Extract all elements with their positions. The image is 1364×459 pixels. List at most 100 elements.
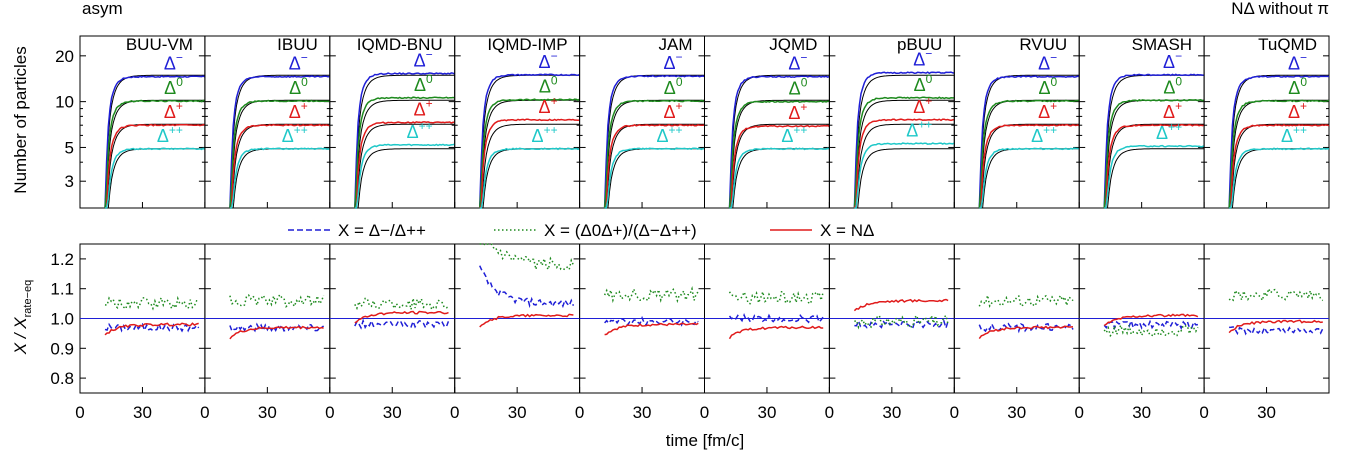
ratio-curve [354,296,449,312]
species-label: Δ− [539,49,558,72]
species-label-sup: ++ [1168,120,1182,134]
rate-eq-curve [1229,148,1329,209]
legend-label: X = NΔ [820,221,874,240]
ratio-curve [104,295,199,311]
ratio-curve [604,315,699,327]
species-label-sup: + [925,94,932,108]
rate-eq-curve [1104,123,1205,209]
ratio-curve [854,319,949,331]
bottom-y-label-sub: rate−eq [22,280,34,318]
ratio-curve [853,298,949,312]
legend-label: X = (Δ0Δ+)/(Δ−Δ++) [544,221,697,240]
model-curve [603,99,705,209]
bottom-x-tick-label: 30 [1132,403,1151,422]
bottom-x-tick-label: 0 [325,403,334,422]
species-label-sup: + [1175,99,1182,113]
species-label-sup: ++ [544,123,558,137]
model-title: JQMD [769,35,817,54]
model-title: SMASH [1132,35,1192,54]
species-label: Δ0 [414,72,433,95]
model-curve [1229,147,1330,209]
rate-eq-curve [604,74,705,209]
species-label-sup: − [800,51,807,65]
species-label-sup: − [551,49,558,63]
model-curve [978,99,1080,209]
model-curve [354,96,455,209]
model-curve [229,147,330,209]
bottom-x-tick-label: 30 [1007,403,1026,422]
model-curve [105,123,205,209]
model-curve [1103,73,1205,209]
ratio-curve [104,322,199,336]
bottom-x-tick-label: 0 [75,403,84,422]
species-label: Δ− [414,48,433,71]
ratio-curve [1103,323,1199,338]
species-label: Δ++ [407,119,433,142]
rate-eq-curve [978,99,1080,209]
bottom-y-label-main: X / X [11,317,30,356]
ratio-curve [1229,325,1324,336]
ratio-curve [978,293,1074,308]
rate-eq-curve [229,148,330,209]
rate-eq-curve [229,74,330,209]
model-curve [729,147,830,209]
bottom-x-tick-label: 30 [1257,403,1276,422]
ratio-curve [354,318,450,330]
rate-eq-curve [229,99,330,209]
top-y-tick-label: 10 [55,93,74,112]
ratio-curve [479,313,574,328]
species-label-sup: 0 [1175,74,1182,88]
rate-eq-curve [729,74,830,209]
species-label: Δ+ [414,96,433,119]
bottom-x-tick-label: 30 [383,403,402,422]
bottom-panel-ibuu: 0 30 [200,202,331,422]
rate-eq-curve [229,123,330,209]
rate-eq-curve [979,123,1080,209]
rate-eq-curve [854,148,955,209]
rate-eq-curve [479,74,580,209]
species-label-sup: − [426,48,433,62]
bottom-x-tick-label: 0 [825,403,834,422]
ratio-curve [1228,319,1323,334]
species-label-sup: ++ [294,123,308,137]
top-panel-frame [828,35,955,209]
species-label-sup: 0 [426,72,433,86]
model-curve [853,118,955,209]
bottom-panel-iqmd-bnu: 0 30 [325,202,456,422]
species-label-sup: + [551,94,558,108]
species-label-sup: − [1175,49,1182,63]
species-label: Δ++ [1156,120,1182,143]
species-label-sup: ++ [1293,123,1307,137]
figure-header-right: NΔ without π [1231,0,1329,18]
species-label: Δ− [788,51,807,74]
species-label-sup: − [925,47,932,61]
species-label-sup: − [301,51,308,65]
model-curve [229,75,331,209]
rate-eq-curve [604,99,705,209]
species-label: Δ++ [1031,123,1057,146]
model-curve [854,142,955,209]
species-label: Δ0 [289,75,308,98]
top-panel-frame [1203,35,1330,209]
bottom-panel-y-axis-label: X / Xrate−eq [11,280,34,355]
rate-eq-curve [1228,99,1329,209]
model-curve [604,123,705,209]
bottom-y-tick-label: 0.8 [50,369,74,388]
rate-eq-curve [729,123,830,209]
model-curve [354,143,455,209]
model-curve [728,75,830,209]
bottom-panel-buu-vm: 0.8 0.9 1.0 1.1 1.2 0 30 [50,202,206,422]
bottom-y-tick-label: 0.9 [50,339,74,358]
species-label-sup: − [1050,51,1057,65]
model-curve [105,147,206,209]
species-label: Δ+ [1038,99,1057,122]
legend-label: X = Δ−/Δ++ [338,221,426,240]
top-panel-group: 351020BUU-VMΔ−Δ0Δ+Δ++IBUUΔ−Δ0Δ+Δ++IQMD-B… [55,35,1330,209]
species-label: Δ+ [913,94,932,117]
model-title: JAM [659,35,693,54]
model-curve [479,147,580,209]
x-axis-label: time [fm/c] [666,431,744,450]
